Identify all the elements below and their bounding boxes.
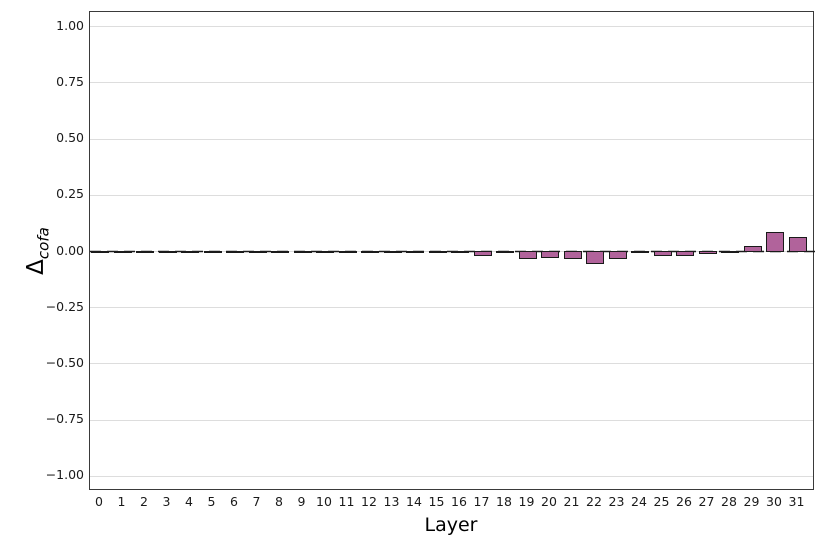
bar-layer-18 [496, 250, 514, 253]
bar-layer-20 [541, 250, 559, 258]
y-tick-label: −1.00 [45, 467, 84, 483]
gridline [89, 363, 813, 365]
x-tick-label: 27 [698, 494, 715, 509]
x-tick-label: 7 [252, 494, 261, 509]
gridline [89, 138, 813, 140]
x-tick-label: 14 [406, 494, 422, 509]
y-tick-label: 1.00 [56, 17, 84, 33]
x-tick-label: 29 [743, 494, 760, 509]
bar-layer-22 [586, 250, 604, 264]
x-tick-label: 2 [140, 494, 148, 509]
y-tick-label: −0.50 [45, 354, 84, 370]
x-tick-label: 1 [117, 494, 126, 509]
bar-layer-8 [271, 250, 289, 253]
bar-layer-28 [721, 250, 739, 253]
bar-layer-30 [766, 231, 784, 253]
bar-layer-23 [608, 250, 627, 259]
x-tick-label: 20 [541, 494, 557, 509]
x-tick-label: 22 [586, 494, 602, 509]
bar-layer-24 [631, 250, 649, 253]
bar-layer-1 [113, 250, 132, 253]
x-tick-label: 23 [608, 494, 625, 509]
bar-layer-10 [316, 250, 334, 253]
x-tick-label: 4 [185, 494, 193, 509]
x-tick-label: 28 [721, 494, 737, 509]
bar-layer-13 [383, 250, 402, 253]
y-tick-label: −0.75 [45, 411, 84, 426]
x-tick-label: 12 [361, 494, 377, 509]
bar-layer-26 [676, 250, 694, 256]
x-tick-label: 17 [473, 494, 490, 509]
x-tick-label: 19 [518, 494, 535, 509]
x-tick-label: 5 [207, 494, 216, 509]
x-tick-label: 10 [316, 494, 332, 509]
x-tick-label: 3 [162, 494, 171, 509]
x-tick-label: 25 [653, 494, 670, 509]
bar-layer-25 [653, 250, 672, 256]
x-tick-label: 8 [275, 494, 283, 509]
x-tick-label: 6 [230, 494, 238, 509]
bar-layer-2 [136, 250, 154, 253]
bar-layer-7 [248, 250, 267, 253]
plot-area [88, 11, 815, 490]
x-tick-label: 9 [297, 494, 306, 509]
bar-layer-0 [91, 250, 109, 253]
gridline [89, 26, 813, 28]
x-tick-label: 31 [788, 494, 805, 509]
x-tick-label: 26 [676, 494, 692, 509]
gridline [89, 307, 813, 309]
x-tick-label: 21 [563, 494, 580, 509]
y-tick-label: 0.75 [56, 73, 84, 89]
bar-layer-9 [293, 250, 312, 253]
bar-layer-5 [203, 250, 222, 253]
x-tick-label: 11 [338, 494, 355, 509]
gridline [89, 475, 813, 477]
bar-layer-4 [181, 250, 199, 253]
bar-layer-19 [518, 250, 537, 259]
y-tick-label: −0.25 [45, 298, 84, 314]
y-tick-label: 0.00 [56, 242, 84, 258]
bar-layer-12 [361, 250, 379, 253]
bar-layer-31 [788, 236, 807, 253]
bar-layer-6 [226, 250, 244, 253]
x-tick-label: 16 [451, 494, 467, 509]
x-tick-label: 30 [766, 494, 782, 509]
bar-layer-16 [451, 250, 469, 253]
bar-layer-14 [406, 250, 424, 253]
x-tick-label: 24 [631, 494, 647, 509]
x-tick-label: 0 [95, 494, 103, 509]
gridline [89, 82, 813, 84]
bar-layer-3 [158, 250, 177, 253]
bar-layer-15 [428, 250, 447, 253]
bar-layer-11 [338, 250, 357, 253]
bar-layer-27 [698, 250, 717, 255]
x-axis-label: Layer [424, 514, 478, 536]
y-tick-label: 0.50 [56, 130, 84, 146]
gridline [89, 194, 813, 196]
bar-layer-29 [743, 246, 762, 253]
x-tick-label: 15 [428, 494, 445, 509]
x-tick-label: 13 [383, 494, 400, 509]
bar-layer-21 [563, 250, 582, 260]
x-tick-label: 18 [496, 494, 512, 509]
bar-layer-17 [473, 250, 492, 256]
y-axis-label-base: Δ [23, 259, 49, 275]
gridline [89, 419, 813, 421]
y-tick-label: 0.25 [56, 186, 84, 202]
